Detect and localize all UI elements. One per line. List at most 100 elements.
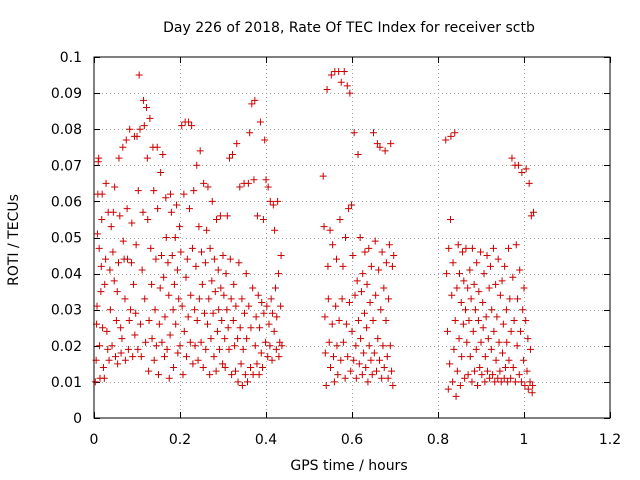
data-point: [140, 122, 148, 130]
data-point: [325, 338, 333, 346]
data-point: [367, 262, 375, 270]
data-point: [209, 309, 217, 317]
data-point: [520, 284, 528, 292]
data-point: [204, 320, 212, 328]
data-point: [270, 327, 278, 335]
data-point: [320, 223, 328, 231]
data-point: [516, 266, 524, 274]
data-point: [180, 190, 188, 198]
data-point: [188, 244, 196, 252]
data-point: [371, 237, 379, 245]
data-point: [526, 378, 534, 386]
data-point: [490, 327, 498, 335]
data-point: [234, 335, 242, 343]
data-point: [187, 291, 195, 299]
data-point: [390, 252, 398, 260]
data-point: [368, 371, 376, 379]
data-point: [523, 367, 531, 375]
data-point: [134, 187, 142, 195]
data-point: [354, 150, 362, 158]
data-point: [460, 277, 468, 285]
data-point: [171, 234, 179, 241]
data-point: [144, 215, 152, 223]
data-point: [200, 179, 208, 187]
data-point: [375, 266, 383, 274]
data-point: [204, 183, 212, 191]
data-point: [138, 266, 146, 274]
data-point: [494, 255, 502, 263]
data-point: [511, 378, 519, 386]
data-point: [486, 262, 494, 270]
data-point: [116, 212, 124, 220]
data-point: [373, 367, 381, 375]
data-point: [106, 306, 114, 314]
data-point: [107, 223, 115, 231]
data-point: [517, 327, 525, 335]
data-point: [467, 295, 475, 303]
data-point: [381, 147, 389, 155]
data-point: [336, 215, 344, 223]
data-point: [95, 244, 103, 252]
data-point: [207, 335, 215, 343]
data-point: [355, 360, 363, 368]
data-point: [365, 342, 373, 350]
data-point: [131, 331, 139, 339]
data-point: [251, 96, 259, 104]
plot-frame: [93, 56, 611, 419]
data-point: [152, 255, 160, 263]
data-point: [492, 356, 500, 364]
data-point: [241, 371, 249, 379]
data-point: [477, 248, 485, 256]
data-point: [329, 241, 337, 249]
x-tick-label: 0.8: [427, 432, 449, 448]
data-point: [185, 118, 193, 126]
x-tick-label: 0.2: [169, 432, 191, 448]
data-point: [98, 215, 106, 223]
data-point: [446, 360, 454, 368]
data-point: [376, 143, 384, 151]
data-point: [245, 302, 253, 310]
data-point: [347, 367, 355, 375]
grid-lines: [94, 57, 610, 418]
data-point: [213, 327, 221, 335]
data-point: [464, 284, 472, 292]
data-point: [326, 226, 334, 234]
data-point: [176, 223, 184, 231]
data-point: [456, 270, 463, 278]
data-point: [378, 248, 386, 256]
data-point: [520, 356, 528, 364]
data-point: [448, 291, 456, 299]
data-point: [482, 313, 490, 321]
data-point: [267, 295, 275, 303]
data-point: [379, 342, 387, 350]
data-point: [139, 208, 147, 216]
data-point: [350, 356, 358, 364]
data-point: [360, 349, 368, 357]
data-point: [337, 356, 345, 364]
data-point: [114, 360, 122, 368]
data-point: [529, 382, 537, 390]
data-point: [274, 197, 282, 205]
data-point: [515, 371, 523, 379]
data-point: [352, 374, 360, 382]
data-point: [256, 118, 264, 126]
data-point: [483, 367, 491, 375]
data-point: [163, 345, 171, 353]
data-point: [263, 302, 271, 310]
data-point: [373, 140, 381, 148]
data-point: [342, 234, 350, 241]
data-point: [185, 205, 193, 213]
data-point: [142, 104, 150, 112]
data-point: [319, 172, 327, 180]
data-point: [249, 284, 257, 292]
data-point: [221, 363, 229, 371]
data-point: [343, 82, 351, 90]
data-point: [332, 302, 340, 310]
data-point: [345, 298, 353, 306]
data-point: [354, 317, 362, 325]
data-point: [483, 252, 491, 260]
data-point: [170, 280, 178, 288]
data-point: [125, 317, 133, 325]
data-point: [256, 324, 264, 332]
data-point: [219, 360, 227, 368]
